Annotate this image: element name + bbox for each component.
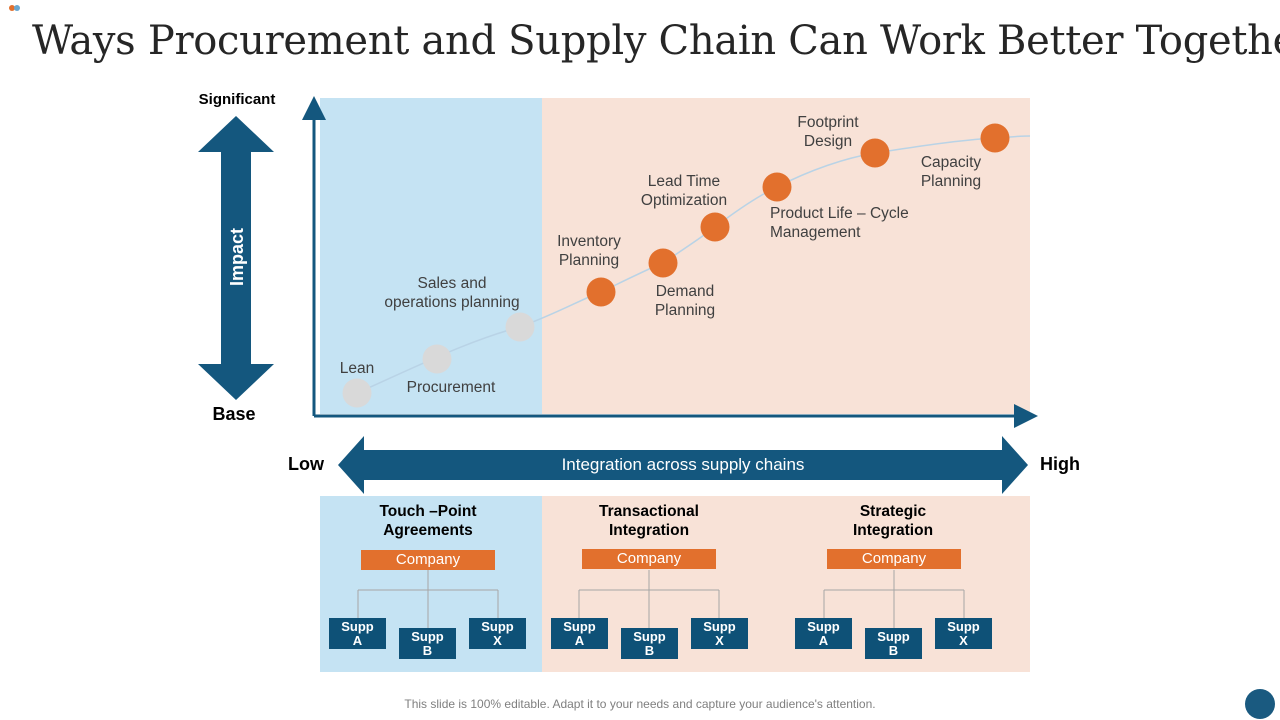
company-box: Company xyxy=(827,549,961,569)
footer-note: This slide is 100% editable. Adapt it to… xyxy=(404,697,876,711)
milestone-line: Sales and xyxy=(417,275,487,292)
milestone-dot xyxy=(980,123,1010,153)
model-title-line: Integration xyxy=(852,522,934,539)
milestone-dot xyxy=(762,172,792,202)
milestone-label-lead-time: Lead Time Optimization xyxy=(628,172,740,210)
integration-double-arrow-icon xyxy=(338,436,1028,494)
milestone-label-inventory: Inventory Planning xyxy=(540,232,638,270)
milestone-dot xyxy=(342,378,372,408)
milestone-label-procurement: Procurement xyxy=(406,379,496,396)
model-title-transactional: Transactional Integration xyxy=(551,502,747,540)
model-title-touch-point: Touch –Point Agreements xyxy=(330,502,526,540)
milestone-line: Product Life – Cycle xyxy=(770,205,909,222)
impact-double-arrow-icon xyxy=(198,116,274,400)
milestone-dot xyxy=(648,248,678,278)
corner-dots-icon xyxy=(9,5,20,11)
milestone-line: Planning xyxy=(558,252,620,269)
supplier-box-a: Supp A xyxy=(795,618,852,649)
integration-axis-label: Integration across supply chains xyxy=(561,455,805,474)
model-title-line: Transactional xyxy=(599,503,699,520)
milestone-line: operations planning xyxy=(384,294,520,311)
page-title: Ways Procurement and Supply Chain Can Wo… xyxy=(32,18,1280,64)
supplier-box-x: Supp X xyxy=(935,618,992,649)
milestone-line: Planning xyxy=(654,302,716,319)
company-box: Company xyxy=(582,549,716,569)
page-indicator-dot xyxy=(1245,689,1275,719)
milestone-label-sales-ops: Sales and operations planning xyxy=(372,274,532,312)
milestone-line: Design xyxy=(803,133,853,150)
milestone-dot xyxy=(586,277,616,307)
supplier-box-a: Supp A xyxy=(551,618,608,649)
company-box: Company xyxy=(361,550,495,570)
model-title-line: Agreements xyxy=(383,522,473,539)
high-integration-zone xyxy=(542,98,1030,414)
impact-bottom-label: Base xyxy=(212,404,256,424)
milestone-label-demand: Demand Planning xyxy=(636,282,734,320)
milestone-line: Management xyxy=(770,224,861,241)
milestone-dot xyxy=(860,138,890,168)
milestone-line: Optimization xyxy=(640,192,728,209)
milestone-dot xyxy=(700,212,730,242)
model-title-line: Touch –Point xyxy=(379,503,477,520)
impact-top-label: Significant xyxy=(198,91,276,108)
supplier-box-a: Supp A xyxy=(329,618,386,649)
milestone-line: Capacity xyxy=(920,154,982,171)
model-title-line: Strategic xyxy=(859,503,927,520)
integration-high-label: High xyxy=(1040,454,1080,474)
milestone-line: Lead Time xyxy=(647,173,721,190)
milestone-line: Planning xyxy=(920,173,982,190)
supplier-box-b: Supp B xyxy=(865,628,922,659)
milestone-label-footprint: Footprint Design xyxy=(778,113,878,151)
model-title-line: Integration xyxy=(608,522,690,539)
milestone-dot xyxy=(422,344,452,374)
integration-low-label: Low xyxy=(288,454,324,474)
milestone-dot xyxy=(505,312,535,342)
milestone-line: Demand xyxy=(655,283,715,300)
supplier-box-b: Supp B xyxy=(399,628,456,659)
milestone-line: Footprint xyxy=(797,114,859,131)
milestone-label-product-life: Product Life – Cycle Management xyxy=(770,204,920,242)
milestone-label-lean: Lean xyxy=(339,360,375,377)
supplier-box-b: Supp B xyxy=(621,628,678,659)
milestone-label-capacity: Capacity Planning xyxy=(903,153,999,191)
model-title-strategic: Strategic Integration xyxy=(795,502,991,540)
supplier-box-x: Supp X xyxy=(691,618,748,649)
supplier-box-x: Supp X xyxy=(469,618,526,649)
milestone-line: Inventory xyxy=(557,233,621,250)
